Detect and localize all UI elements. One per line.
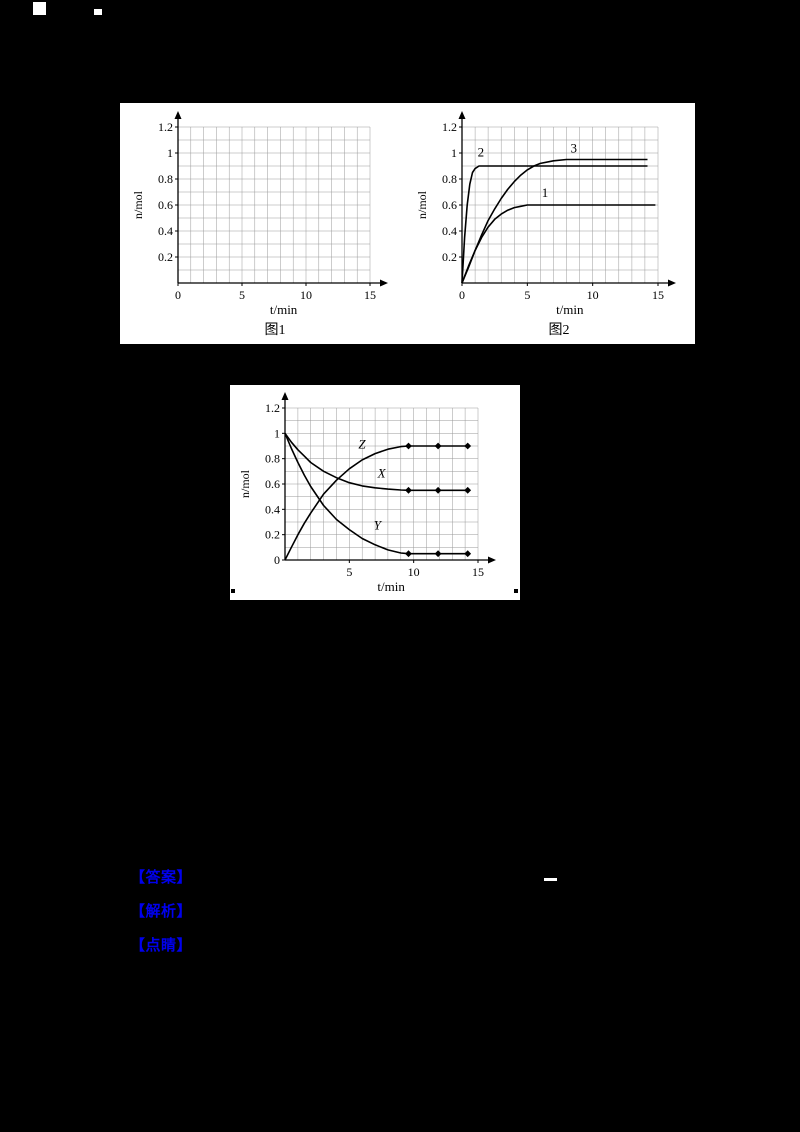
- grid-lines: [284, 407, 479, 561]
- figure-1-caption: 图1: [264, 323, 286, 338]
- y-tick-label: 0.8: [158, 172, 173, 186]
- x-tick-label: 15: [652, 288, 664, 302]
- y-tick-label: 0: [274, 553, 280, 567]
- y-tick-label: 0.2: [158, 250, 173, 264]
- diamond-marker-icon: [434, 550, 442, 558]
- x-tick-label: 0: [175, 288, 181, 302]
- figure-3-container: 0 0.2 0.4 0.6 0.8 1 1.2 5 10 15 n/mol t/min X Y Z: [230, 385, 520, 602]
- y-tick-label: 0.4: [442, 224, 457, 238]
- y-tick-label: 1.2: [265, 401, 280, 415]
- y-axis-label: n/mol: [238, 469, 252, 498]
- series-label-Z: Z: [358, 437, 366, 452]
- x-tick-label: 10: [300, 288, 312, 302]
- axis-arrow-icons: [458, 111, 676, 287]
- diamond-marker-icon: [464, 442, 472, 450]
- answer-label: 【答案】: [130, 869, 193, 886]
- x-tick-label: 5: [524, 288, 530, 302]
- figure-1-chart: 0.2 0.4 0.6 0.8 1 1.2 0 5 10 15 n/mol t/min: [130, 103, 420, 323]
- series-label-3: 3: [570, 140, 577, 155]
- analysis-label: 【解析】: [130, 903, 193, 920]
- figure-1-svg: 0.2 0.4 0.6 0.8 1 1.2 0 5 10 15 n/mol t/min: [131, 111, 388, 317]
- series-label-1: 1: [542, 185, 549, 200]
- x-tick-label: 5: [346, 565, 352, 579]
- x-tick-label: 15: [472, 565, 484, 579]
- series-3: [461, 158, 648, 284]
- axes: [177, 113, 386, 284]
- y-tick-label: 1.2: [158, 120, 173, 134]
- corner-mark-right: [514, 589, 518, 593]
- axes: [461, 113, 674, 284]
- diamond-marker-icon: [405, 550, 412, 558]
- series-Z: [284, 445, 468, 561]
- figure-panel-top: 0.2 0.4 0.6 0.8 1 1.2 0 5 10 15 n/mol t/min 图1 0.2 0…: [120, 103, 695, 344]
- figure-3-svg: 0 0.2 0.4 0.6 0.8 1 1.2 5 10 15 n/mol t/min X Y Z: [238, 392, 496, 594]
- y-tick-label: 0.6: [265, 477, 280, 491]
- y-axis-label: n/mol: [415, 190, 429, 219]
- y-tick-label: 0.4: [158, 224, 173, 238]
- series-2: [461, 165, 648, 284]
- axes: [284, 394, 494, 561]
- series-label-Y: Y: [374, 518, 383, 533]
- corner-mark-left: [231, 589, 235, 593]
- diamond-marker-icon: [434, 442, 442, 450]
- diamond-marker-icon: [434, 486, 442, 494]
- artifact-mark-1: [33, 2, 46, 15]
- y-tick-label: 0.6: [442, 198, 457, 212]
- y-tick-label: 0.8: [265, 452, 280, 466]
- series-Y: [284, 432, 468, 555]
- figure-3-chart: 0 0.2 0.4 0.6 0.8 1 1.2 5 10 15 n/mol t/min X Y Z: [230, 385, 520, 602]
- figure-2-svg: 0.2 0.4 0.6 0.8 1 1.2 0 5 10 15 n/mol t/min 1 2 3: [415, 111, 676, 317]
- x-tick-label: 0: [459, 288, 465, 302]
- artifact-mark-2: [94, 9, 102, 15]
- note-label: 【点睛】: [130, 937, 193, 954]
- series-label-2: 2: [478, 144, 485, 159]
- x-axis-label: t/min: [270, 302, 298, 317]
- y-tick-label: 1: [274, 426, 280, 440]
- figure-2-chart: 0.2 0.4 0.6 0.8 1 1.2 0 5 10 15 n/mol t/min 1 2 3: [414, 103, 704, 323]
- y-tick-label: 0.4: [265, 502, 280, 516]
- figure-2-container: 0.2 0.4 0.6 0.8 1 1.2 0 5 10 15 n/mol t/min 1 2 3 图2: [414, 103, 704, 339]
- diamond-marker-icon: [464, 486, 472, 494]
- y-tick-label: 0.8: [442, 172, 457, 186]
- y-tick-label: 0.2: [265, 528, 280, 542]
- y-tick-label: 1: [451, 146, 457, 160]
- y-axis-label: n/mol: [131, 190, 145, 219]
- figure-1-container: 0.2 0.4 0.6 0.8 1 1.2 0 5 10 15 n/mol t/min 图1: [130, 103, 420, 339]
- figure-2-caption: 图2: [548, 323, 570, 338]
- series-X: [284, 432, 468, 492]
- y-tick-label: 0.2: [442, 250, 457, 264]
- diamond-marker-icon: [464, 550, 472, 558]
- axis-arrow-icons: [174, 111, 388, 287]
- x-axis-label: t/min: [556, 302, 584, 317]
- y-tick-label: 1: [167, 146, 173, 160]
- diamond-marker-icon: [405, 486, 412, 494]
- y-tick-label: 1.2: [442, 120, 457, 134]
- superscript-dash: [544, 878, 557, 881]
- diamond-marker-icon: [405, 442, 412, 450]
- x-axis-label: t/min: [377, 579, 405, 594]
- x-tick-label: 15: [364, 288, 376, 302]
- figure-panel-bottom: 0 0.2 0.4 0.6 0.8 1 1.2 5 10 15 n/mol t/min X Y Z: [230, 385, 520, 600]
- x-tick-label: 10: [408, 565, 420, 579]
- y-tick-label: 0.6: [158, 198, 173, 212]
- axis-arrow-icons: [281, 392, 496, 564]
- x-tick-label: 5: [239, 288, 245, 302]
- series-label-X: X: [377, 466, 387, 481]
- grid-lines: [177, 126, 371, 284]
- x-tick-label: 10: [587, 288, 599, 302]
